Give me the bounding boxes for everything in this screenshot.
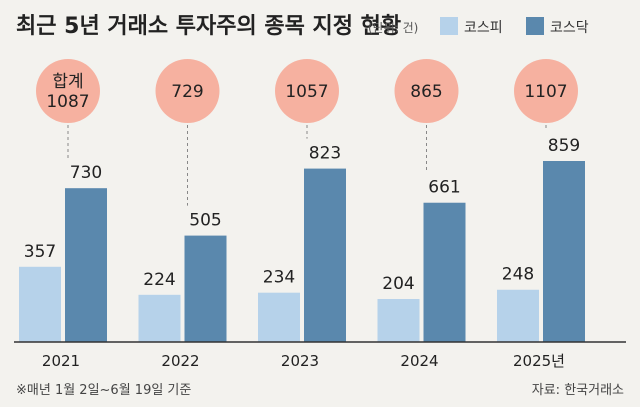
x-tick-label: 2025년 xyxy=(513,352,565,370)
total-bubble xyxy=(514,59,578,123)
total-value: 1087 xyxy=(46,92,89,112)
legend-label-kospi: 코스피 xyxy=(464,20,503,36)
total-value: 865 xyxy=(410,82,442,102)
bar-kospi xyxy=(377,299,420,342)
bar-kosdaq xyxy=(304,168,346,342)
bar-kospi xyxy=(497,289,539,342)
total-bubble xyxy=(155,59,220,123)
total-bubble xyxy=(275,59,339,123)
data-label-kospi: 234 xyxy=(263,268,295,288)
bar-kosdaq xyxy=(423,202,466,342)
data-label-kosdaq: 859 xyxy=(548,136,580,156)
x-tick-label: 2022 xyxy=(161,352,199,370)
data-label-kospi: 357 xyxy=(24,242,56,262)
source-label: 자료: 한국거래소 xyxy=(532,383,624,398)
data-label-kosdaq: 661 xyxy=(428,178,460,198)
unit-label: (단위: 건) xyxy=(368,21,418,35)
data-label-kospi: 204 xyxy=(382,274,414,294)
data-label-kosdaq: 505 xyxy=(189,211,221,231)
legend-label-kosdaq: 코스닥 xyxy=(550,20,589,36)
data-label-kospi: 224 xyxy=(143,270,175,290)
legend: 코스피 코스닥 xyxy=(440,17,589,36)
data-label-kosdaq: 730 xyxy=(70,163,102,183)
x-tick-label: 2023 xyxy=(281,352,319,370)
bar-kosdaq xyxy=(65,188,107,342)
total-value: 729 xyxy=(171,82,203,102)
legend-swatch-kosdaq xyxy=(526,17,544,35)
x-tick-label: 2024 xyxy=(400,352,438,370)
legend-swatch-kospi xyxy=(440,17,458,35)
bar-kospi xyxy=(138,294,181,342)
data-label-kospi: 248 xyxy=(502,265,534,285)
data-label-kosdaq: 823 xyxy=(309,144,341,164)
total-bubble xyxy=(36,59,100,123)
bar-kospi xyxy=(19,266,61,342)
total-caption: 합계 xyxy=(52,72,83,92)
total-value: 1057 xyxy=(285,82,328,102)
bar-kosdaq xyxy=(543,161,585,342)
total-bubble xyxy=(394,59,459,123)
total-value: 1107 xyxy=(524,82,567,102)
bar-kosdaq xyxy=(184,235,227,342)
footnote: ※매년 1월 2일~6월 19일 기준 xyxy=(16,383,191,398)
bar-kospi xyxy=(258,292,300,342)
chart-title: 최근 5년 거래소 투자주의 종목 지정 현황 xyxy=(16,14,401,39)
x-tick-label: 2021 xyxy=(42,352,80,370)
